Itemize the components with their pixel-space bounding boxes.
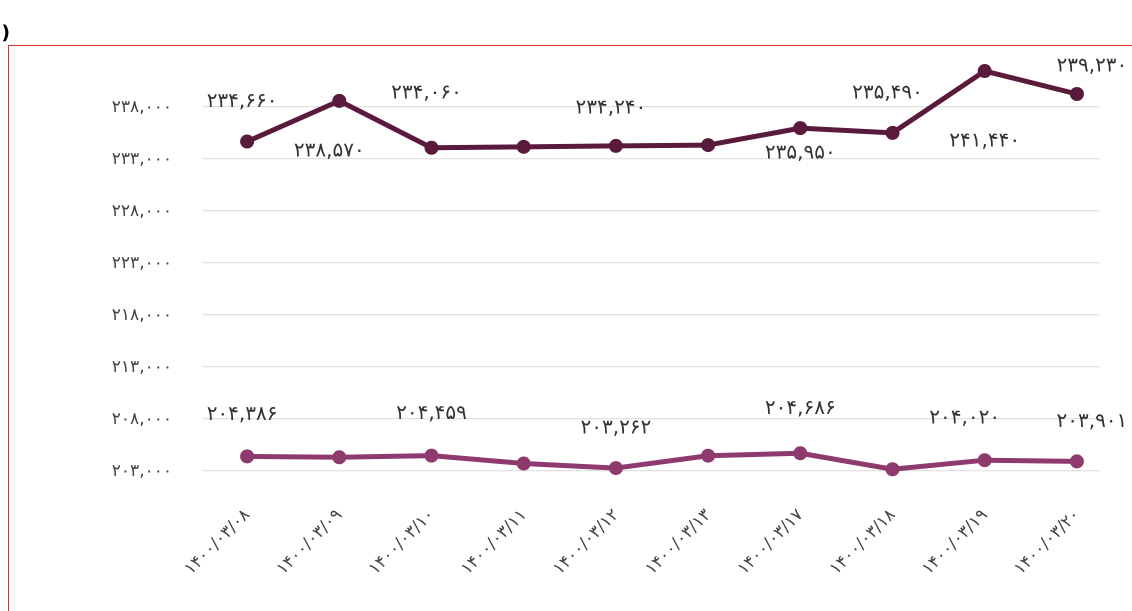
- data-point: [885, 462, 900, 477]
- y-tick-label: ۲۳۳,۰۰۰: [112, 149, 172, 169]
- data-point: [332, 450, 347, 465]
- data-point: [793, 446, 808, 461]
- series-line: [247, 450, 1077, 472]
- data-point: [701, 138, 716, 153]
- data-label: ۲۰۳,۲۶۲: [580, 415, 651, 439]
- data-point: [701, 448, 716, 463]
- data-point: [608, 138, 623, 153]
- data-point: [608, 461, 623, 476]
- data-label: ۲۰۴,۰۲۰: [929, 405, 1000, 429]
- data-point: [424, 448, 439, 463]
- data-point: [1069, 87, 1084, 102]
- data-label: ۲۴۱,۴۴۰: [949, 128, 1020, 152]
- data-point: [1069, 454, 1084, 469]
- y-tick-label: ۲۳۸,۰۰۰: [112, 97, 172, 117]
- series-line: [246, 68, 1078, 151]
- data-point: [977, 64, 992, 79]
- unit-label: (ریال): [0, 22, 10, 44]
- y-tick-label: ۲۰۳,۰۰۰: [112, 461, 172, 481]
- y-tick-label: ۲۰۸,۰۰۰: [112, 409, 172, 429]
- data-point: [240, 134, 255, 149]
- data-label: ۲۳۵,۹۵۰: [765, 140, 836, 164]
- data-label: ۲۰۴,۳۸۶: [207, 401, 278, 425]
- data-point: [424, 140, 439, 155]
- data-label: ۲۳۴,۶۶۰: [207, 88, 278, 112]
- data-point: [516, 456, 531, 471]
- data-point: [332, 93, 347, 108]
- data-label: ۲۳۵,۴۹۰: [852, 79, 923, 103]
- data-label: ۲۳۸,۵۷۰: [294, 137, 365, 161]
- y-tick-label: ۲۱۳,۰۰۰: [112, 357, 172, 377]
- data-point: [885, 125, 900, 140]
- data-label: ۲۰۴,۶۸۶: [765, 395, 836, 419]
- y-tick-label: ۲۲۸,۰۰۰: [112, 201, 172, 221]
- data-label: ۲۳۴,۰۶۰: [391, 79, 462, 103]
- data-label: ۲۰۴,۴۵۹: [396, 400, 467, 424]
- data-label: ۲۰۳,۹۰۱: [1056, 408, 1127, 432]
- data-point: [977, 453, 992, 468]
- y-tick-label: ۲۲۳,۰۰۰: [112, 253, 172, 273]
- data-point: [793, 121, 808, 136]
- data-label: ۲۳۴,۲۴۰: [575, 94, 646, 118]
- data-point: [516, 139, 531, 154]
- y-tick-label: ۲۱۸,۰۰۰: [112, 305, 172, 325]
- data-label: ۲۳۹,۲۳۰: [1056, 53, 1127, 77]
- data-point: [240, 449, 255, 464]
- chart-frame: [8, 45, 1132, 611]
